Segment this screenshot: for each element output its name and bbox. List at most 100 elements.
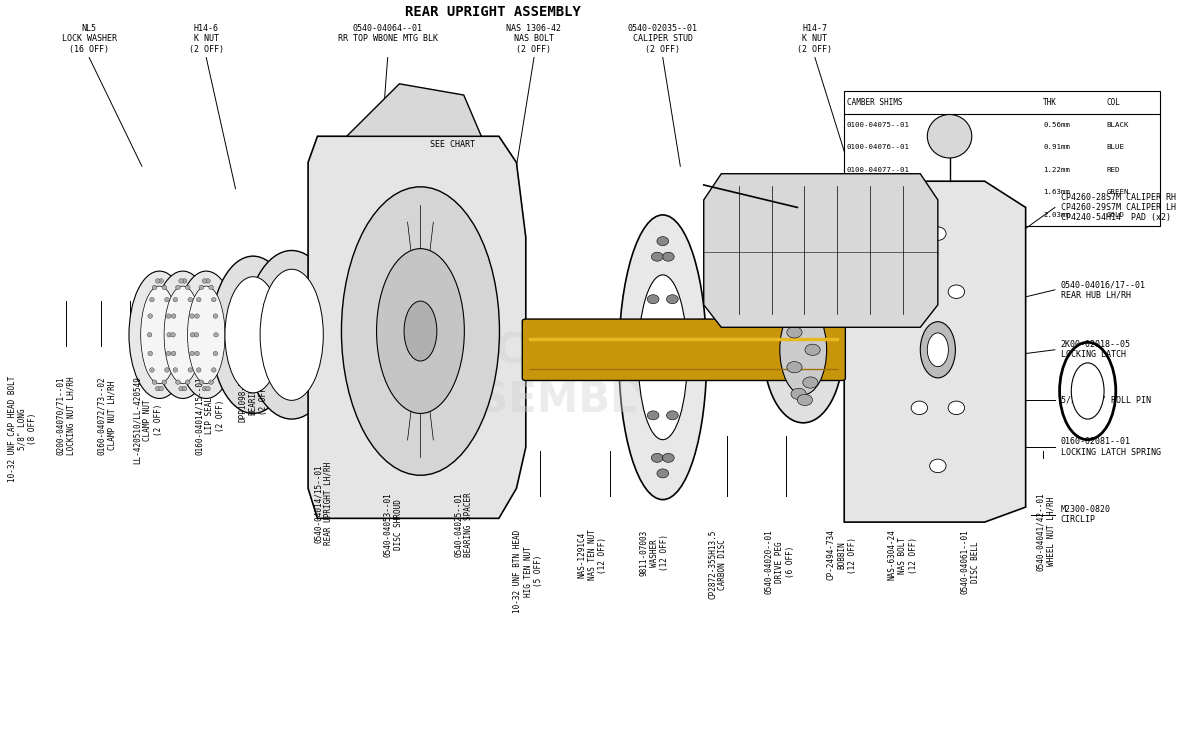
Ellipse shape bbox=[155, 387, 160, 391]
Text: 9811-07003
WASHER
(12 OFF): 9811-07003 WASHER (12 OFF) bbox=[640, 529, 670, 576]
Ellipse shape bbox=[185, 285, 190, 290]
Text: 10-32 UNF BTN HEAD
HIG TEN NUT
(5 OFF): 10-32 UNF BTN HEAD HIG TEN NUT (5 OFF) bbox=[514, 529, 544, 613]
Text: 0100-04078--01: 0100-04078--01 bbox=[846, 190, 910, 196]
Text: BCAVE
ASSEMBLY: BCAVE ASSEMBLY bbox=[419, 331, 661, 421]
Ellipse shape bbox=[638, 274, 688, 440]
Ellipse shape bbox=[652, 453, 664, 462]
Ellipse shape bbox=[190, 351, 194, 356]
Ellipse shape bbox=[787, 362, 802, 373]
Ellipse shape bbox=[164, 297, 169, 302]
Ellipse shape bbox=[202, 279, 206, 284]
Ellipse shape bbox=[666, 411, 678, 420]
Ellipse shape bbox=[647, 295, 659, 304]
Ellipse shape bbox=[172, 351, 176, 356]
Polygon shape bbox=[703, 174, 938, 327]
Ellipse shape bbox=[260, 269, 323, 400]
Text: 0100-04076--01: 0100-04076--01 bbox=[846, 144, 910, 150]
Ellipse shape bbox=[158, 279, 163, 284]
Ellipse shape bbox=[209, 285, 214, 290]
Polygon shape bbox=[845, 181, 1026, 522]
Text: NAS-1291C4
NAS TEN NUT
(12 OFF): NAS-1291C4 NAS TEN NUT (12 OFF) bbox=[577, 529, 607, 581]
Text: 0540-04061--01
DISC BELL: 0540-04061--01 DISC BELL bbox=[961, 529, 980, 594]
Ellipse shape bbox=[188, 297, 193, 302]
Ellipse shape bbox=[175, 380, 180, 384]
Ellipse shape bbox=[170, 332, 175, 337]
Ellipse shape bbox=[148, 351, 152, 356]
Ellipse shape bbox=[158, 387, 163, 391]
Text: 0160-04072/73--02
CLAMP NUT LH/RH: 0160-04072/73--02 CLAMP NUT LH/RH bbox=[97, 376, 116, 455]
Ellipse shape bbox=[173, 368, 178, 372]
Text: CP2872-355H13.5
CARBON DISC: CP2872-355H13.5 CARBON DISC bbox=[708, 529, 727, 599]
Text: 1.63mm: 1.63mm bbox=[1043, 190, 1070, 196]
Text: 0100-04079--01: 0100-04079--01 bbox=[846, 212, 910, 218]
Ellipse shape bbox=[167, 332, 172, 337]
Text: NL5
LOCK WASHER
(16 OFF): NL5 LOCK WASHER (16 OFF) bbox=[61, 24, 116, 53]
Ellipse shape bbox=[662, 252, 674, 261]
Ellipse shape bbox=[763, 277, 844, 423]
Ellipse shape bbox=[780, 305, 827, 395]
Ellipse shape bbox=[668, 353, 679, 362]
Ellipse shape bbox=[190, 314, 194, 318]
Ellipse shape bbox=[182, 387, 187, 391]
Bar bbox=[845, 91, 1160, 226]
Text: H14-7
K NUT
(2 OFF): H14-7 K NUT (2 OFF) bbox=[798, 24, 833, 53]
Ellipse shape bbox=[194, 351, 199, 356]
Text: REAR UPRIGHT ASSEMBLY: REAR UPRIGHT ASSEMBLY bbox=[406, 5, 581, 19]
Ellipse shape bbox=[652, 252, 664, 261]
Ellipse shape bbox=[803, 377, 818, 388]
Text: CAMBER SHIMS: CAMBER SHIMS bbox=[846, 98, 902, 107]
Ellipse shape bbox=[803, 311, 818, 323]
Text: CP4260-28S7M CALIPER RH
CP4260-29S7M CALIPER LH
CP4240-54H14  PAD (x2): CP4260-28S7M CALIPER RH CP4260-29S7M CAL… bbox=[1061, 193, 1176, 223]
Text: NAS-6304-24
NAS BOLT
(12 OFF): NAS-6304-24 NAS BOLT (12 OFF) bbox=[888, 529, 918, 581]
Ellipse shape bbox=[162, 285, 167, 290]
Text: NAS 1306-42
NAS BOLT
(2 OFF): NAS 1306-42 NAS BOLT (2 OFF) bbox=[506, 24, 562, 53]
Ellipse shape bbox=[377, 249, 464, 414]
Ellipse shape bbox=[666, 295, 678, 304]
Ellipse shape bbox=[176, 271, 236, 399]
Ellipse shape bbox=[791, 388, 806, 399]
Ellipse shape bbox=[152, 285, 157, 290]
Ellipse shape bbox=[199, 380, 204, 384]
Ellipse shape bbox=[948, 285, 965, 299]
Text: 5/32x7/8" ROLL PIN: 5/32x7/8" ROLL PIN bbox=[1061, 396, 1151, 405]
Ellipse shape bbox=[197, 297, 202, 302]
Ellipse shape bbox=[619, 215, 707, 499]
Ellipse shape bbox=[211, 256, 295, 414]
Ellipse shape bbox=[155, 279, 160, 284]
Ellipse shape bbox=[167, 351, 170, 356]
Text: 0540-04020--01
DRIVE PEG
(6 OFF): 0540-04020--01 DRIVE PEG (6 OFF) bbox=[764, 529, 794, 594]
Ellipse shape bbox=[179, 279, 184, 284]
Ellipse shape bbox=[205, 387, 210, 391]
Ellipse shape bbox=[662, 453, 674, 462]
Ellipse shape bbox=[646, 353, 658, 362]
Text: RED: RED bbox=[1106, 167, 1120, 173]
Ellipse shape bbox=[152, 380, 157, 384]
Text: 0540-04014/15--01
REAR UPRIGHT LH/RH: 0540-04014/15--01 REAR UPRIGHT LH/RH bbox=[313, 462, 332, 545]
Ellipse shape bbox=[148, 314, 152, 318]
Ellipse shape bbox=[1072, 363, 1104, 419]
Ellipse shape bbox=[404, 301, 437, 361]
Ellipse shape bbox=[211, 368, 216, 372]
Ellipse shape bbox=[185, 380, 190, 384]
Text: H14-6
K NUT
(2 OFF): H14-6 K NUT (2 OFF) bbox=[188, 24, 223, 53]
Ellipse shape bbox=[167, 314, 170, 318]
Ellipse shape bbox=[182, 279, 187, 284]
Ellipse shape bbox=[150, 297, 155, 302]
Polygon shape bbox=[308, 136, 526, 518]
Text: M2300-0820
CIRCLIP: M2300-0820 CIRCLIP bbox=[1061, 505, 1111, 524]
Ellipse shape bbox=[199, 285, 204, 290]
Ellipse shape bbox=[224, 277, 281, 393]
Text: 0100-04075--01: 0100-04075--01 bbox=[846, 122, 910, 128]
Text: 0540-04053--01
DISC SHROUD: 0540-04053--01 DISC SHROUD bbox=[384, 492, 403, 557]
Text: COL: COL bbox=[1106, 98, 1121, 107]
Ellipse shape bbox=[150, 368, 155, 372]
Ellipse shape bbox=[797, 394, 812, 405]
Ellipse shape bbox=[647, 411, 659, 420]
FancyBboxPatch shape bbox=[522, 319, 845, 381]
Text: 10-32 UNF CAP HEAD BOLT
5/8" LONG
(8 OFF): 10-32 UNF CAP HEAD BOLT 5/8" LONG (8 OFF… bbox=[7, 376, 37, 482]
Ellipse shape bbox=[342, 186, 499, 475]
Ellipse shape bbox=[202, 387, 206, 391]
Text: DPP1098-00
BEARING
(2 OFF): DPP1098-00 BEARING (2 OFF) bbox=[238, 376, 268, 423]
Text: 0540-04016/17--01
REAR HUB LH/RH: 0540-04016/17--01 REAR HUB LH/RH bbox=[1061, 280, 1146, 299]
Ellipse shape bbox=[205, 279, 210, 284]
